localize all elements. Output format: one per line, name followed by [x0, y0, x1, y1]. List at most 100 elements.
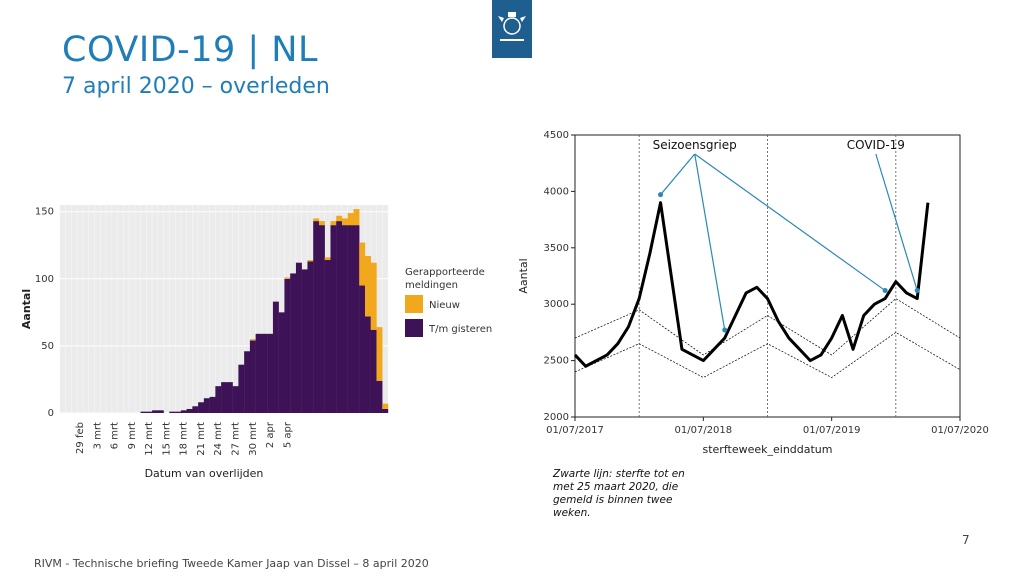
x-tick-label: 3 mrt — [92, 422, 103, 449]
annotation-arrowhead — [914, 288, 920, 294]
y-tick-label: 150 — [35, 207, 54, 218]
bar-t-m-gisteren — [330, 225, 337, 413]
y-axis-title: Aantal — [20, 289, 33, 329]
bar-t-m-gisteren — [146, 411, 153, 413]
bar-nieuw — [330, 221, 337, 226]
x-tick-label: 01/07/2020 — [931, 425, 989, 436]
bar-nieuw — [347, 213, 354, 226]
slide-subtitle: 7 april 2020 – overleden — [62, 74, 330, 99]
x-tick-label: 6 mrt — [110, 422, 121, 449]
annotation-arrow — [875, 153, 918, 291]
y-tick-label: 50 — [41, 341, 54, 352]
confidence-band-line — [574, 298, 961, 356]
legend-swatch — [405, 319, 423, 337]
bar-nieuw — [341, 218, 348, 226]
bar-t-m-gisteren — [169, 411, 176, 413]
bar-t-m-gisteren — [376, 380, 383, 413]
bar-nieuw — [284, 277, 291, 279]
stacked-bar-chart: 0 50 100 150 29 feb 3 mrt 6 mrt 9 mrt 12 mrt 15 m… — [20, 205, 492, 480]
y-tick-label: 3500 — [544, 243, 569, 254]
y-axis-title: Aantal — [517, 258, 530, 293]
x-tick-label: 27 mrt — [231, 422, 242, 456]
bar-t-m-gisteren — [140, 411, 147, 413]
slide-title: COVID-19 | NL — [62, 30, 318, 70]
x-tick-label: 01/07/2017 — [546, 425, 604, 436]
bar-t-m-gisteren — [267, 333, 274, 413]
bar-t-m-gisteren — [261, 333, 268, 413]
bar-t-m-gisteren — [272, 301, 279, 413]
coat-of-arms-icon — [492, 0, 532, 58]
x-tick-label: 01/07/2018 — [675, 425, 733, 436]
bar-t-m-gisteren — [215, 386, 222, 413]
x-tick-label: 01/07/2019 — [803, 425, 861, 436]
x-tick-label: 29 feb — [75, 422, 86, 454]
chart-note: Zwarte lijn: sterfte tot en met 25 maart… — [553, 468, 685, 519]
y-tick-label: 4000 — [544, 186, 569, 197]
bar-nieuw — [336, 215, 343, 222]
bar-t-m-gisteren — [364, 316, 371, 413]
bar-t-m-gisteren — [152, 410, 159, 413]
legend-swatch — [405, 295, 423, 313]
bar-t-m-gisteren — [359, 285, 366, 413]
bar-t-m-gisteren — [157, 410, 164, 413]
bar-nieuw — [318, 221, 325, 226]
y-tick-label: 4500 — [544, 130, 569, 141]
bar-t-m-gisteren — [278, 312, 285, 413]
y-tick-label: 0 — [48, 408, 54, 419]
bar-t-m-gisteren — [301, 269, 308, 413]
bar-nieuw — [353, 209, 360, 226]
bar-t-m-gisteren — [198, 402, 205, 413]
bar-t-m-gisteren — [249, 340, 256, 413]
annotation-label: COVID-19 — [847, 138, 905, 152]
bar-t-m-gisteren — [284, 278, 291, 413]
bar-nieuw — [307, 260, 314, 262]
bar-nieuw — [370, 262, 377, 330]
legend-label: Nieuw — [429, 300, 460, 311]
bar-t-m-gisteren — [318, 225, 325, 413]
bar-t-m-gisteren — [347, 225, 354, 413]
line-chart: 2000 2500 3000 3500 4000 4500 01/07/2017 01/07/… — [517, 130, 989, 456]
annotation-arrow — [660, 153, 696, 196]
bar-t-m-gisteren — [307, 261, 314, 413]
legend-label: T/m gisteren — [428, 324, 492, 335]
bar-t-m-gisteren — [290, 273, 297, 413]
x-tick-label: 18 mrt — [179, 422, 190, 456]
bar-t-m-gisteren — [353, 225, 360, 413]
bar-t-m-gisteren — [295, 262, 302, 413]
bar-t-m-gisteren — [232, 386, 239, 413]
bar-nieuw — [249, 339, 256, 341]
bar-t-m-gisteren — [180, 410, 187, 413]
bar-nieuw — [382, 403, 389, 409]
annotation-arrow — [694, 153, 726, 331]
bar-t-m-gisteren — [336, 221, 343, 413]
x-tick-label: 24 mrt — [213, 422, 224, 456]
bar-t-m-gisteren — [175, 411, 182, 413]
x-axis-title: Datum van overlijden — [145, 467, 264, 480]
annotation-arrowhead — [658, 192, 664, 198]
bar-t-m-gisteren — [255, 333, 262, 413]
x-axis-title: sterfteweek_einddatum — [703, 443, 833, 456]
x-tick-label: 15 mrt — [161, 422, 172, 456]
x-tick-label: 21 mrt — [196, 422, 207, 456]
bar-nieuw — [359, 242, 366, 286]
footer-text: RIVM - Technische briefing Tweede Kamer … — [34, 557, 429, 570]
bar-t-m-gisteren — [203, 398, 210, 413]
legend-title: Gerapporteerde — [405, 267, 485, 278]
annotation-arrowhead — [722, 327, 728, 333]
annotation-arrow — [694, 153, 886, 292]
bar-t-m-gisteren — [238, 364, 245, 413]
bar-nieuw — [324, 257, 331, 261]
x-tick-label: 5 apr — [282, 421, 293, 448]
x-tick-label: 2 apr — [265, 421, 276, 448]
y-tick-label: 100 — [35, 274, 54, 285]
bar-t-m-gisteren — [209, 396, 216, 413]
bar-nieuw — [313, 218, 320, 222]
y-tick-label: 2000 — [544, 412, 569, 423]
bar-t-m-gisteren — [226, 382, 233, 413]
x-tick-label: 12 mrt — [144, 422, 155, 456]
annotation-arrowhead — [882, 288, 888, 294]
bar-t-m-gisteren — [313, 221, 320, 413]
bar-nieuw — [376, 327, 383, 381]
bar-t-m-gisteren — [221, 382, 228, 413]
bar-t-m-gisteren — [186, 408, 193, 413]
